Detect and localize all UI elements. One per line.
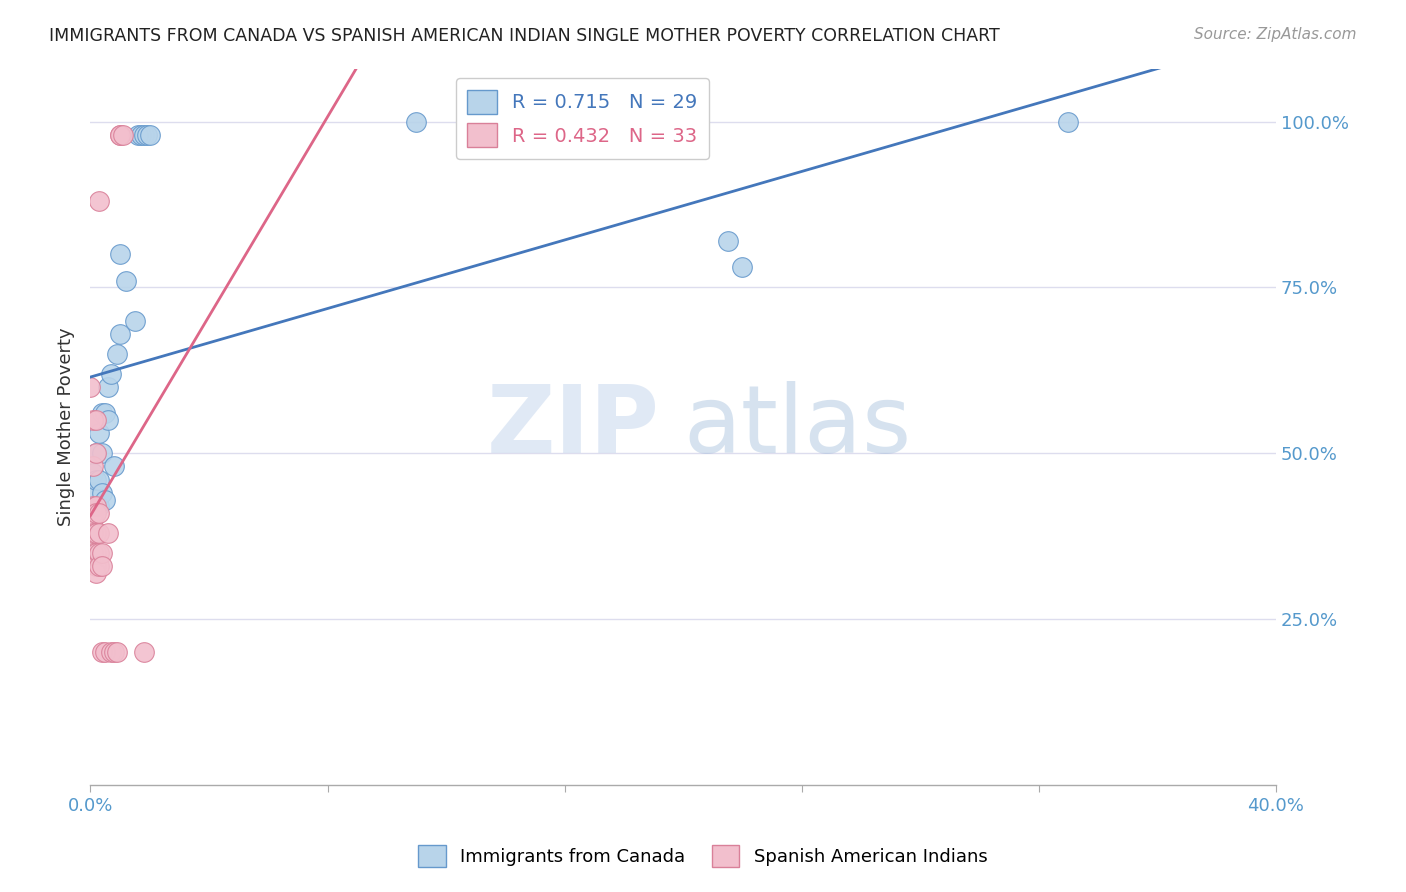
Point (1057, 114, 1080, 128)
Point (94, 406, 117, 420)
Text: Source: ZipAtlas.com: Source: ZipAtlas.com (1194, 27, 1357, 42)
Point (86, 525, 108, 540)
Point (108, 326, 131, 341)
Point (129, 128, 152, 142)
Point (86, 506, 108, 520)
Point (103, 645, 125, 659)
Point (82, 413, 104, 427)
Point (89, 558, 111, 573)
Point (94, 492, 117, 507)
Point (82, 512, 104, 526)
Point (86, 500, 108, 514)
Point (100, 645, 122, 659)
Point (82, 525, 104, 540)
Point (86, 500, 108, 514)
Point (86, 558, 108, 573)
Point (127, 128, 149, 142)
Point (115, 274, 138, 288)
Point (108, 128, 131, 142)
Point (105, 347, 128, 361)
Point (86, 413, 108, 427)
Point (405, 114, 427, 128)
Point (717, 234, 740, 248)
Point (94, 645, 117, 659)
Point (108, 128, 131, 142)
Legend: R = 0.715   N = 29, R = 0.432   N = 33: R = 0.715 N = 29, R = 0.432 N = 33 (456, 78, 709, 159)
Point (86, 566, 108, 580)
Text: ZIP: ZIP (486, 381, 659, 473)
Point (89, 426, 111, 441)
Point (89, 194, 111, 209)
Y-axis label: Single Mother Poverty: Single Mother Poverty (58, 327, 75, 526)
Point (97, 380, 120, 394)
Point (89, 525, 111, 540)
Point (91, 558, 114, 573)
Text: atlas: atlas (683, 381, 911, 473)
Point (97, 525, 120, 540)
Point (100, 367, 122, 381)
Point (86, 446, 108, 460)
Legend: Immigrants from Canada, Spanish American Indians: Immigrants from Canada, Spanish American… (412, 838, 994, 874)
Point (89, 546, 111, 560)
Point (91, 406, 114, 420)
Point (97, 413, 120, 427)
Point (86, 546, 108, 560)
Point (124, 313, 146, 327)
Point (105, 645, 128, 659)
Point (82, 500, 104, 514)
Point (91, 486, 114, 500)
Point (82, 546, 104, 560)
Point (89, 506, 111, 520)
Point (82, 466, 104, 480)
Point (86, 413, 108, 427)
Point (82, 459, 104, 474)
Point (86, 473, 108, 487)
Point (79, 380, 101, 394)
Point (132, 645, 155, 659)
Point (82, 506, 104, 520)
Point (138, 128, 160, 142)
Point (108, 247, 131, 261)
Point (86, 446, 108, 460)
Point (91, 446, 114, 460)
Point (89, 473, 111, 487)
Point (89, 500, 111, 514)
Point (135, 128, 157, 142)
Point (82, 486, 104, 500)
Point (731, 260, 754, 275)
Point (91, 546, 114, 560)
Point (112, 128, 135, 142)
Point (91, 645, 114, 659)
Point (103, 459, 125, 474)
Point (132, 128, 155, 142)
Text: IMMIGRANTS FROM CANADA VS SPANISH AMERICAN INDIAN SINGLE MOTHER POVERTY CORRELAT: IMMIGRANTS FROM CANADA VS SPANISH AMERIC… (49, 27, 1000, 45)
